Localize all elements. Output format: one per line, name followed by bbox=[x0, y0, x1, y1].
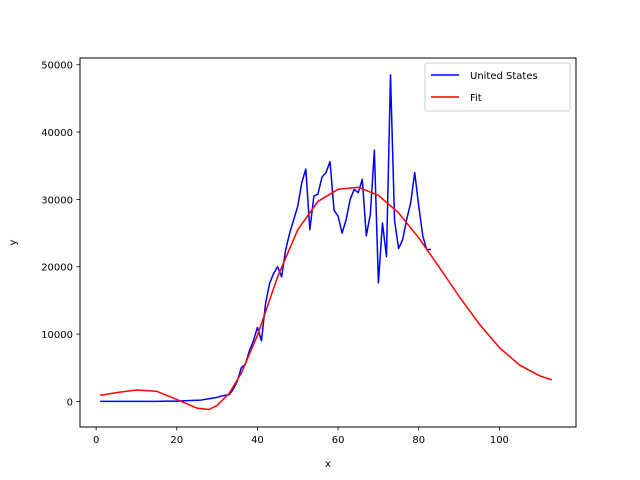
series-layer bbox=[100, 74, 553, 411]
x-tick-label: 0 bbox=[93, 435, 99, 446]
axes-frame bbox=[79, 57, 577, 428]
plot-area bbox=[79, 57, 577, 428]
y-tick-label: 10000 bbox=[41, 330, 73, 341]
y-axis-ticks: 0 10000 20000 30000 40000 50000 bbox=[41, 61, 80, 408]
legend-label-united-states: United States bbox=[470, 71, 538, 82]
x-axis-ticks: 0 20 40 60 80 100 bbox=[93, 427, 509, 446]
y-tick-label: 30000 bbox=[41, 195, 73, 206]
series-line-fit bbox=[100, 186, 553, 411]
x-tick-label: 80 bbox=[412, 435, 425, 446]
legend-label-fit: Fit bbox=[470, 93, 482, 104]
y-tick-label: 50000 bbox=[41, 61, 73, 72]
x-tick-label: 20 bbox=[170, 435, 183, 446]
y-tick-label: 20000 bbox=[41, 263, 73, 274]
x-tick-label: 60 bbox=[332, 435, 345, 446]
y-tick-label: 40000 bbox=[41, 128, 73, 139]
legend: United States Fit bbox=[424, 62, 571, 112]
x-tick-label: 100 bbox=[490, 435, 509, 446]
legend-box bbox=[424, 62, 571, 112]
y-tick-label: 0 bbox=[67, 397, 73, 408]
x-axis-title: x bbox=[325, 459, 331, 470]
series-line-united-states bbox=[100, 74, 431, 403]
x-tick-label: 40 bbox=[251, 435, 264, 446]
y-axis-title: y bbox=[8, 239, 19, 245]
